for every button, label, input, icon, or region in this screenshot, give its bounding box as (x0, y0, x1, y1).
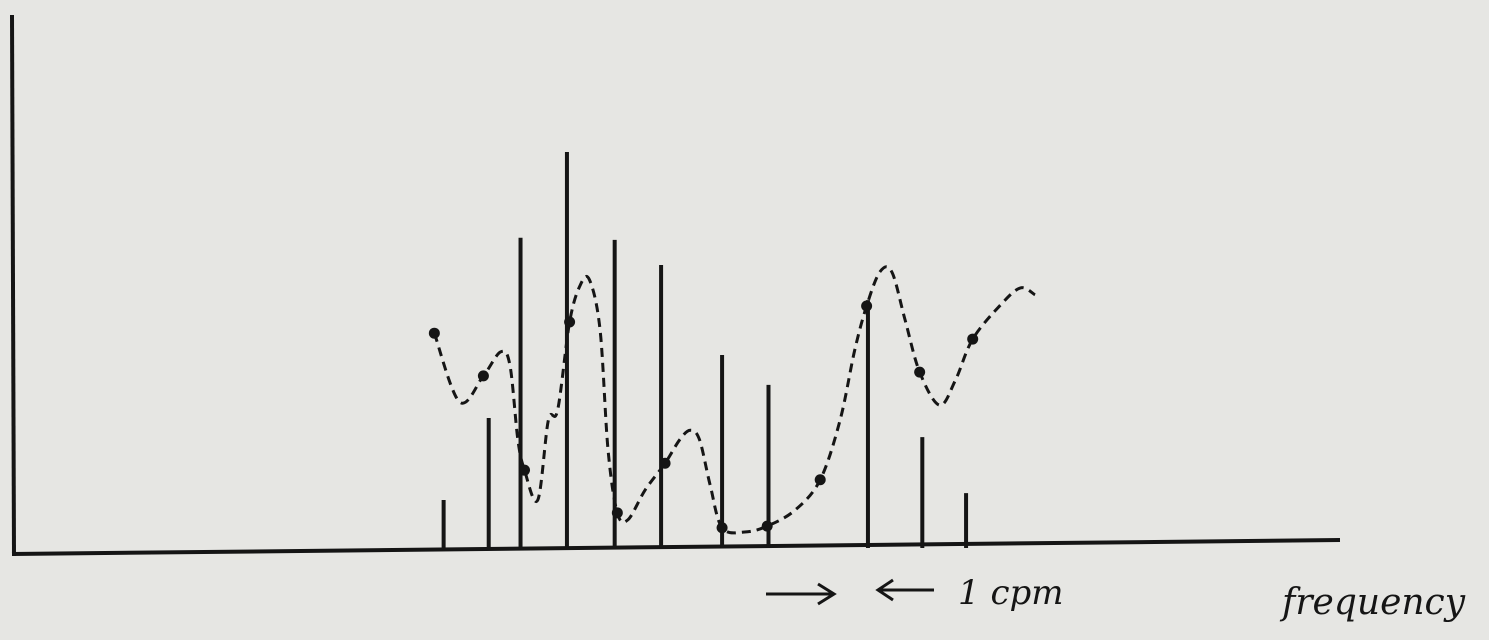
data-point (477, 370, 489, 382)
x-axis (11, 538, 1341, 556)
annotation: 1 cpm (958, 573, 1064, 613)
data-point (659, 457, 671, 469)
data-point (967, 333, 979, 345)
data-point (914, 366, 926, 378)
data-point (611, 507, 623, 519)
data-point (761, 520, 773, 532)
arrow-right (766, 582, 837, 606)
y-axis (10, 14, 16, 557)
dashed-curve (432, 265, 1036, 535)
data-point (861, 300, 873, 312)
data-point (564, 316, 576, 328)
x-axis-label: frequency (1279, 582, 1466, 623)
data-point (814, 474, 826, 486)
data-point (428, 327, 440, 339)
data-point (519, 464, 531, 476)
period-arrows (766, 578, 934, 606)
arrow-left (875, 578, 934, 602)
data-point (716, 522, 728, 534)
